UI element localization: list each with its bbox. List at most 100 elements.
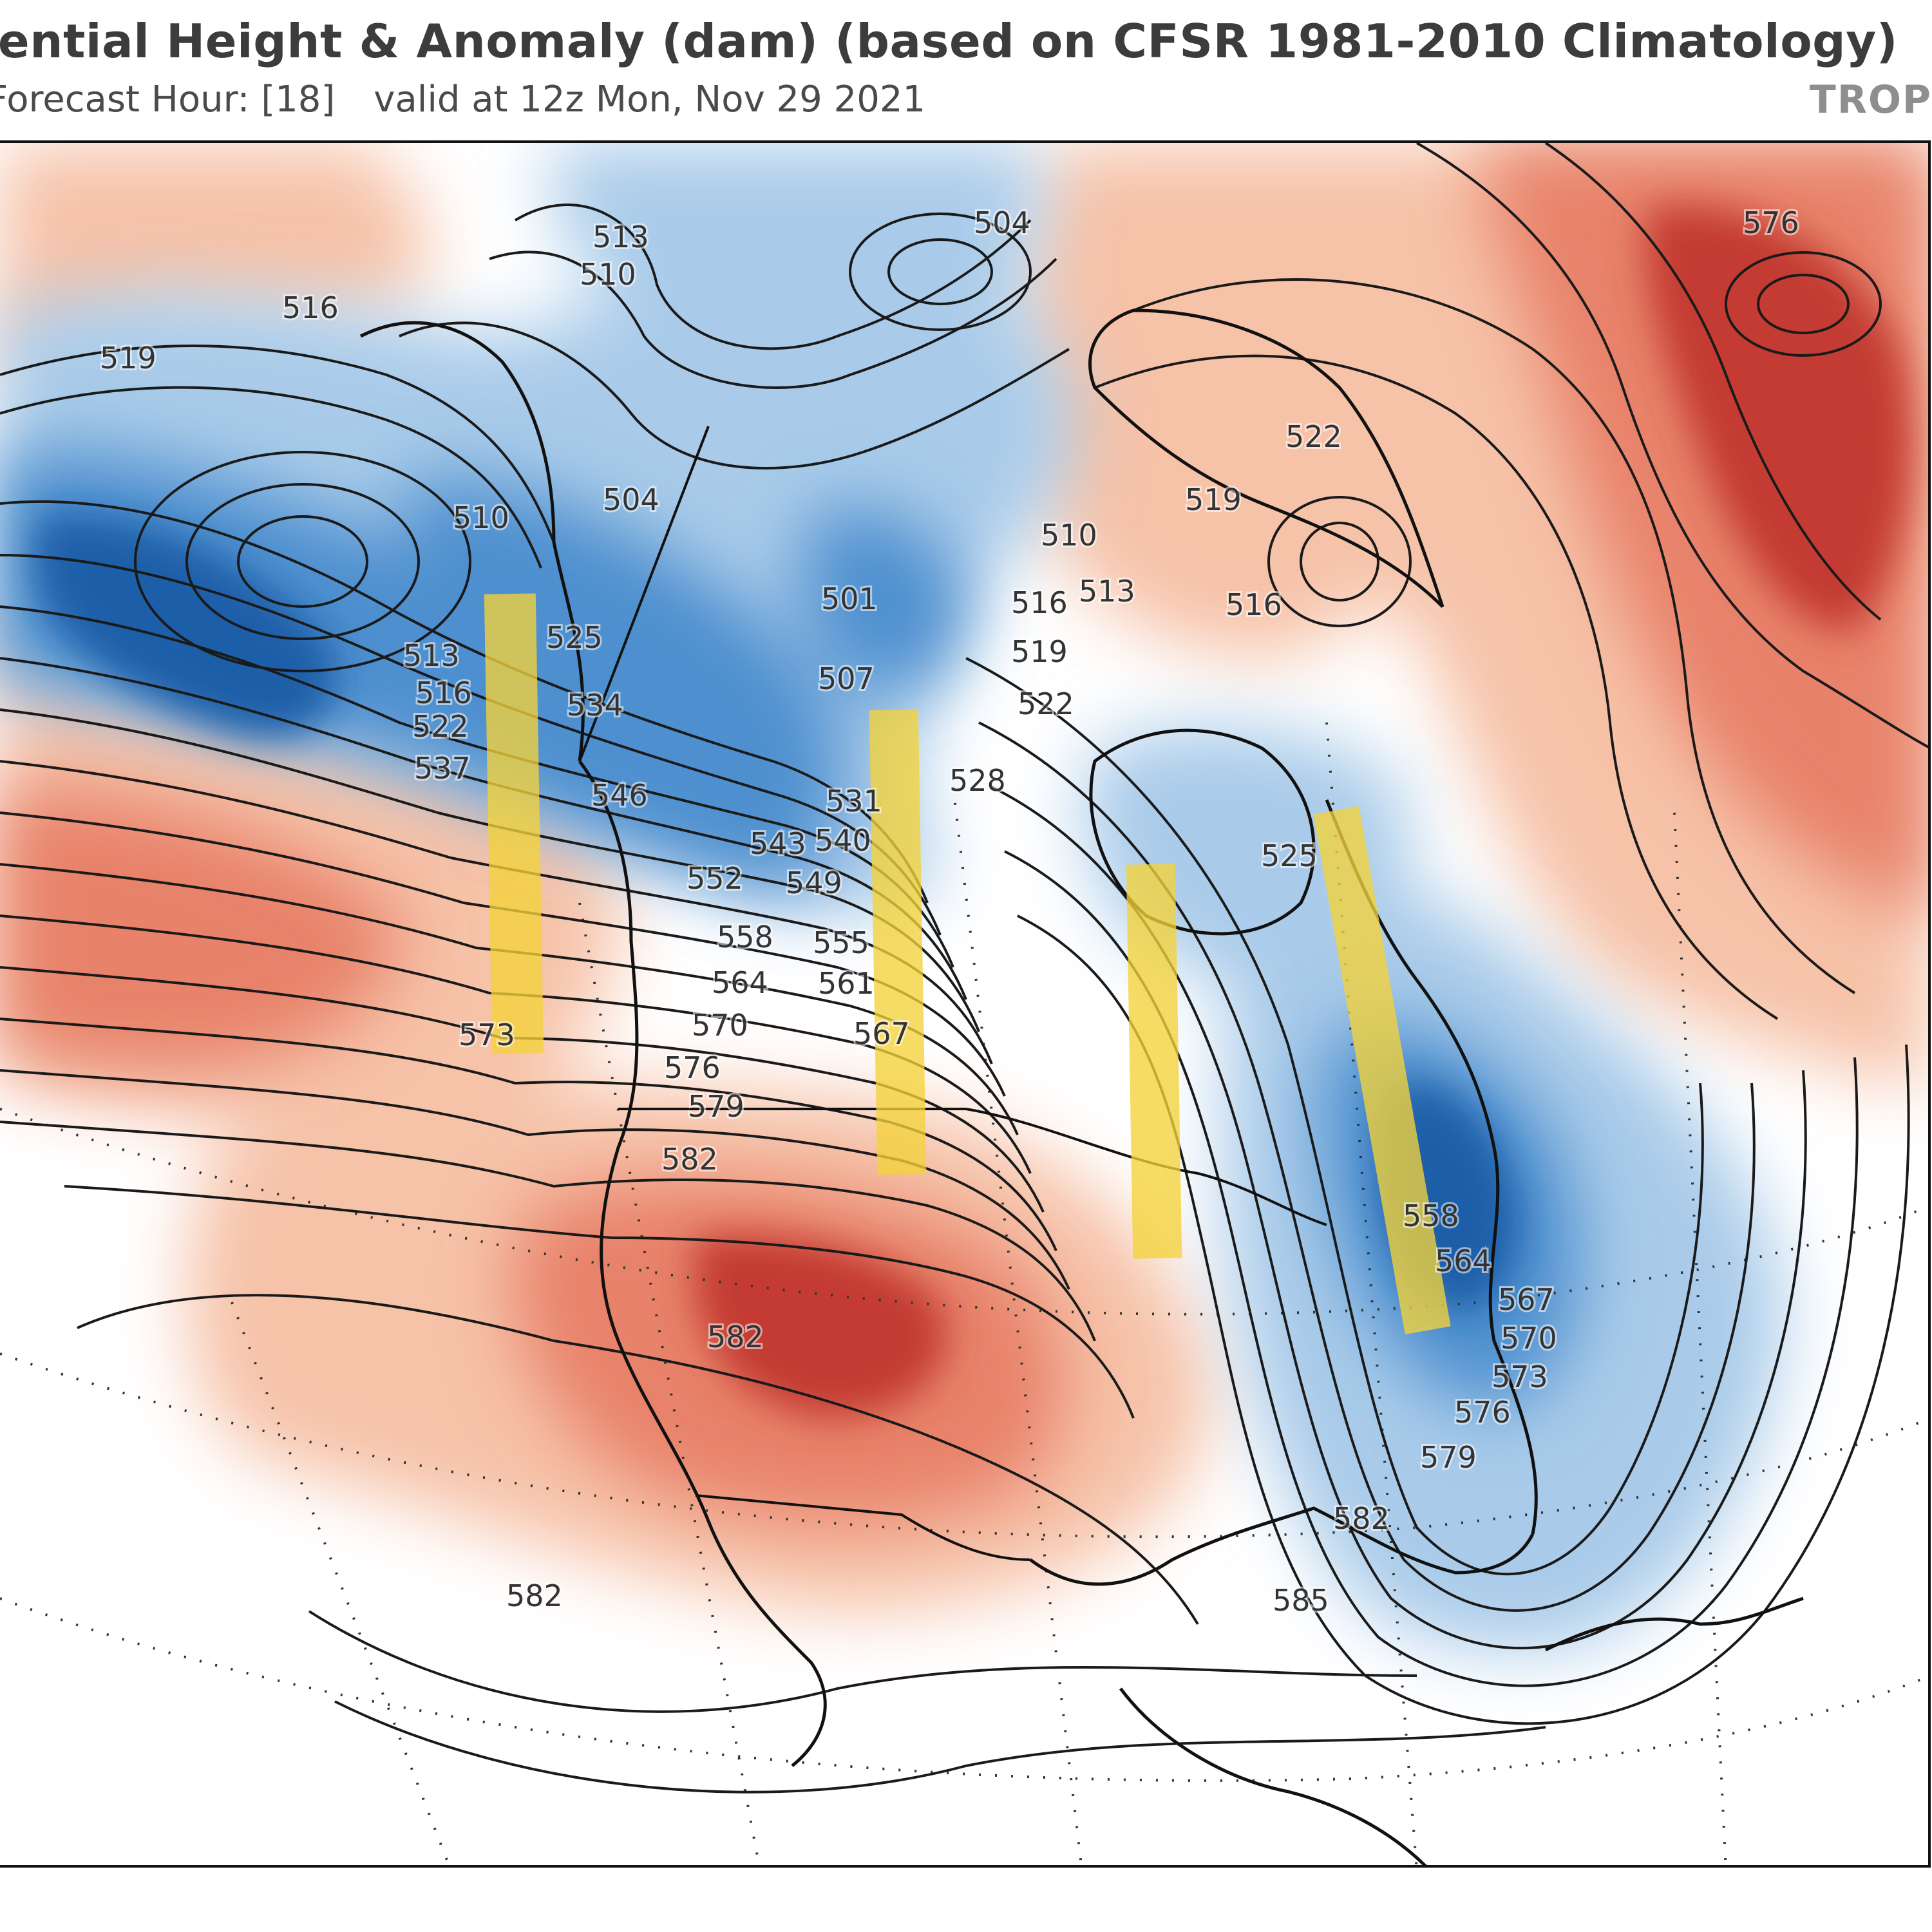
contour-label: 510 xyxy=(453,500,509,535)
highlight-bar-east xyxy=(1313,806,1451,1335)
coastlines xyxy=(359,308,1804,1865)
contour-label: 513 xyxy=(1079,574,1135,609)
contour-label: 573 xyxy=(459,1018,515,1052)
contour-line xyxy=(308,1610,1417,1713)
contour-line xyxy=(0,386,542,569)
contour-line xyxy=(185,483,420,640)
contour-line xyxy=(887,238,993,305)
contour-label: 531 xyxy=(826,784,882,819)
valid-time: valid at 12z Mon, Nov 29 2021 xyxy=(374,79,926,120)
contour-label: 579 xyxy=(1420,1440,1477,1475)
contour-label: 564 xyxy=(1435,1244,1492,1278)
coastline-central-america xyxy=(1119,1687,1427,1865)
contour-label: 585 xyxy=(1273,1583,1329,1618)
brand-logo: TROP xyxy=(1809,77,1932,122)
header: tential Height & Anomaly (dam) (based on… xyxy=(0,0,1932,135)
contour-label: 510 xyxy=(580,257,636,292)
contour-label: 549 xyxy=(786,866,842,900)
contour-label: 507 xyxy=(818,661,875,696)
contour-label: 552 xyxy=(687,861,743,896)
contour-line xyxy=(0,345,555,543)
contour-line xyxy=(1544,143,1882,621)
contour-label: 567 xyxy=(853,1016,910,1051)
border-alaska xyxy=(578,426,710,762)
contour-label: 516 xyxy=(282,290,339,325)
contour-line xyxy=(1094,354,1779,1020)
contour-label: 555 xyxy=(813,925,869,960)
contour-label: 510 xyxy=(1041,518,1097,553)
chart-subtitle: Forecast Hour: [18] valid at 12z Mon, Nov… xyxy=(0,79,925,120)
contour-line xyxy=(978,721,1756,1612)
trough-highlights xyxy=(484,593,1451,1335)
contour-line xyxy=(399,321,1070,469)
contour-line xyxy=(1004,850,1859,1687)
latitude-line xyxy=(0,1108,1928,1316)
coastline-hudson xyxy=(1089,728,1316,936)
contour-label: 546 xyxy=(591,778,648,813)
contour-line xyxy=(0,863,1019,1135)
contour-label: 543 xyxy=(750,826,806,861)
coastline-gulf xyxy=(1029,1506,1535,1586)
forecast-hour: Forecast Hour: [18] xyxy=(0,79,336,120)
contour-label: 528 xyxy=(949,763,1006,798)
latitude-line xyxy=(0,1352,1928,1539)
contour-label: 522 xyxy=(1018,687,1074,721)
positive-anomaly-west-core xyxy=(0,787,401,1070)
height-anomaly-map: 5135105045165195045105135165225375255345… xyxy=(0,143,1928,1865)
contour-label: 582 xyxy=(1333,1501,1390,1536)
contour-line xyxy=(1300,522,1379,601)
highlight-bar-rockies xyxy=(869,709,927,1175)
contour-line xyxy=(77,1294,1199,1625)
contour-label: 540 xyxy=(815,823,871,858)
contour-label: 582 xyxy=(506,1578,563,1613)
contour-label: 513 xyxy=(403,638,460,673)
contour-labels: 5135105045165195045105135165225375255345… xyxy=(98,204,1801,1620)
contour-label: 570 xyxy=(692,1008,748,1043)
contour-label: 573 xyxy=(1492,1359,1548,1394)
contour-label: 561 xyxy=(818,966,875,1001)
contour-line xyxy=(134,451,471,672)
contour-label: 576 xyxy=(1743,205,1799,240)
contour-label: 501 xyxy=(821,582,878,616)
contour-line xyxy=(0,1069,1070,1290)
contour-label: 558 xyxy=(1403,1198,1459,1233)
highlight-bar-plains xyxy=(1126,864,1182,1259)
border-us-mexico xyxy=(695,1494,1031,1561)
contour-label: 558 xyxy=(717,920,773,954)
contour-label: 564 xyxy=(712,965,768,1000)
contour-label: 567 xyxy=(1498,1282,1555,1317)
contour-line xyxy=(1133,278,1856,994)
negative-anomaly-pacific-max xyxy=(33,514,337,738)
contour-label: 582 xyxy=(661,1142,718,1177)
negative-anomaly-baffin xyxy=(802,508,966,694)
coastline-greenland xyxy=(1088,308,1444,608)
contour-line xyxy=(0,914,1032,1174)
contour-label: 516 xyxy=(415,676,472,710)
contour-label: 504 xyxy=(974,205,1030,240)
contour-label: 576 xyxy=(664,1050,721,1085)
positive-anomaly-rockies-max xyxy=(694,1234,947,1418)
coastline-west xyxy=(578,760,827,1767)
contour-label: 525 xyxy=(1261,838,1318,873)
contour-line xyxy=(489,251,1057,389)
contour-label: 516 xyxy=(1011,585,1068,620)
contour-label: 570 xyxy=(1501,1321,1557,1356)
highlight-bar-pacific xyxy=(484,593,544,1054)
coastline-east xyxy=(1325,799,1538,1535)
contour-line xyxy=(514,204,1032,350)
contour-line xyxy=(965,657,1704,1576)
coastline-alaska xyxy=(359,321,585,762)
graticule-lines xyxy=(0,722,1928,1865)
contour-label: 504 xyxy=(603,482,659,517)
contour-line xyxy=(1757,274,1850,334)
contour-label: 516 xyxy=(1226,587,1282,622)
contour-label: 522 xyxy=(1285,419,1342,454)
contour-label: 579 xyxy=(688,1089,744,1124)
contour-line xyxy=(0,1018,1057,1251)
contour-line xyxy=(237,515,368,608)
contour-label: 519 xyxy=(1185,482,1242,517)
contour-line xyxy=(991,786,1807,1650)
contour-line xyxy=(64,1185,1135,1419)
map-panel: 513 510 504 516 519 504 510 513 516 522 537 525 534 5… xyxy=(0,140,1931,1868)
positive-anomaly-atlantic-max xyxy=(1645,205,1911,632)
